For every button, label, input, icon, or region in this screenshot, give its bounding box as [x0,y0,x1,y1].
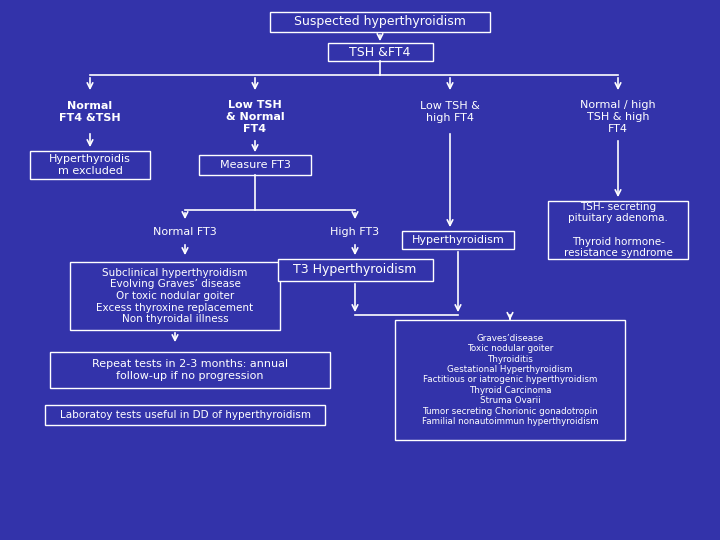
Text: Subclinical hyperthyroidism
Evolving Graves’ disease
Or toxic nodular goiter
Exc: Subclinical hyperthyroidism Evolving Gra… [96,268,253,324]
Text: TSH- secreting
pituitary adenoma.

Thyroid hormone-
resistance syndrome: TSH- secreting pituitary adenoma. Thyroi… [564,202,672,258]
FancyBboxPatch shape [45,405,325,425]
Text: Repeat tests in 2-3 months: annual
follow-up if no progression: Repeat tests in 2-3 months: annual follo… [92,359,288,381]
Text: High FT3: High FT3 [330,227,379,237]
FancyBboxPatch shape [328,43,433,61]
Text: Measure FT3: Measure FT3 [220,160,290,170]
FancyBboxPatch shape [548,201,688,259]
Text: TSH &FT4: TSH &FT4 [349,45,410,58]
Text: Normal
FT4 &TSH: Normal FT4 &TSH [59,101,121,123]
Text: Hyperthyroidism: Hyperthyroidism [412,235,505,245]
FancyBboxPatch shape [277,259,433,281]
FancyBboxPatch shape [199,155,311,175]
FancyBboxPatch shape [402,231,514,249]
Text: Normal FT3: Normal FT3 [153,227,217,237]
Text: Laboratoy tests useful in DD of hyperthyroidism: Laboratoy tests useful in DD of hyperthy… [60,410,310,420]
FancyBboxPatch shape [70,262,280,330]
FancyBboxPatch shape [270,12,490,32]
Text: T3 Hyperthyroidism: T3 Hyperthyroidism [293,264,417,276]
Text: Low TSH
& Normal
FT4: Low TSH & Normal FT4 [225,100,284,133]
Text: Graves’disease
Toxic nodular goiter
Thyroiditis
Gestational Hyperthyroidism
Fact: Graves’disease Toxic nodular goiter Thyr… [422,334,598,426]
FancyBboxPatch shape [50,352,330,388]
Text: Hyperthyroidis
m excluded: Hyperthyroidis m excluded [49,154,131,176]
Text: Normal / high
TSH & high
FT4: Normal / high TSH & high FT4 [580,100,656,133]
Text: Low TSH &
high FT4: Low TSH & high FT4 [420,101,480,123]
FancyBboxPatch shape [30,151,150,179]
FancyBboxPatch shape [395,320,625,440]
Text: Suspected hyperthyroidism: Suspected hyperthyroidism [294,16,466,29]
